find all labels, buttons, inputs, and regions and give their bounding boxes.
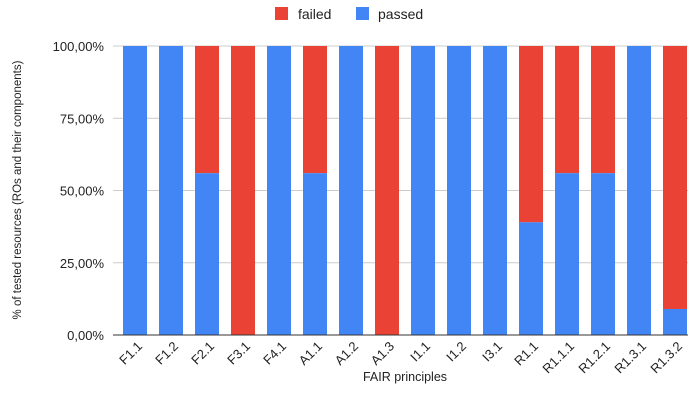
x-tick-label: I3.1: [479, 339, 505, 365]
y-tick-label: 50,00%: [60, 184, 105, 199]
y-tick-label: 75,00%: [60, 111, 105, 126]
legend-item-passed[interactable]: passed: [356, 6, 423, 22]
bar-passed-a1-2[interactable]: [339, 46, 363, 335]
bar-failed-r1-1-1[interactable]: [555, 46, 579, 174]
bar-passed-r1-3-1[interactable]: [627, 46, 651, 335]
bar-failed-r1-1[interactable]: [519, 46, 543, 223]
x-tick-label: A1.2: [332, 339, 362, 369]
x-tick-label: F1.1: [116, 339, 145, 368]
bar-passed-r1-1-1[interactable]: [555, 173, 579, 335]
y-tick-label: 25,00%: [60, 256, 105, 271]
x-tick-label: I1.2: [443, 339, 469, 365]
bar-passed-r1-1[interactable]: [519, 222, 543, 335]
bar-failed-a1-3[interactable]: [375, 46, 399, 335]
y-axis-title: % of tested resources (ROs and their com…: [12, 60, 24, 319]
legend-label-failed: failed: [298, 6, 331, 22]
legend-label-passed: passed: [378, 6, 423, 22]
x-axis-title: FAIR principles: [363, 370, 447, 384]
y-tick-label: 0,00%: [67, 328, 104, 343]
bar-passed-r1-3-2[interactable]: [663, 308, 687, 335]
y-tick-label: 100,00%: [53, 39, 105, 54]
bar-failed-f2-1[interactable]: [195, 46, 219, 174]
bar-passed-i1-2[interactable]: [447, 46, 471, 335]
x-tick-label: A1.1: [296, 339, 326, 369]
bar-passed-f4-1[interactable]: [267, 46, 291, 335]
x-tick-label: R1.2.1: [575, 339, 613, 377]
legend-swatch-passed: [356, 7, 369, 20]
x-tick-label: F2.1: [188, 339, 217, 368]
bar-passed-a1-1[interactable]: [303, 173, 327, 335]
bar-failed-r1-3-2[interactable]: [663, 46, 687, 309]
y-axis-ticks: 0,00% 25,00% 50,00% 75,00% 100,00%: [53, 39, 105, 343]
legend[interactable]: failed passed: [275, 6, 423, 22]
x-tick-label: F4.1: [260, 339, 289, 368]
x-tick-label: R1.3.2: [647, 339, 685, 377]
bar-passed-r1-2-1[interactable]: [591, 173, 615, 335]
x-tick-label: I1.1: [407, 339, 433, 365]
bar-failed-r1-2-1[interactable]: [591, 46, 615, 174]
x-tick-label: A1.3: [368, 339, 398, 369]
x-tick-label: F3.1: [224, 339, 253, 368]
legend-item-failed[interactable]: failed: [275, 6, 331, 22]
x-tick-label: F1.2: [152, 339, 181, 368]
x-tick-label: R1.3.1: [611, 339, 649, 377]
bar-failed-a1-1[interactable]: [303, 46, 327, 174]
bar-passed-i3-1[interactable]: [483, 46, 507, 335]
x-tick-label: R1.1: [511, 339, 541, 369]
bars: [123, 46, 687, 335]
bar-passed-f2-1[interactable]: [195, 173, 219, 335]
legend-swatch-failed: [275, 7, 288, 20]
bar-passed-f1-1[interactable]: [123, 46, 147, 335]
bar-passed-f1-2[interactable]: [159, 46, 183, 335]
bar-failed-f3-1[interactable]: [231, 46, 255, 335]
x-tick-label: R1.1.1: [539, 339, 577, 377]
bar-passed-i1-1[interactable]: [411, 46, 435, 335]
